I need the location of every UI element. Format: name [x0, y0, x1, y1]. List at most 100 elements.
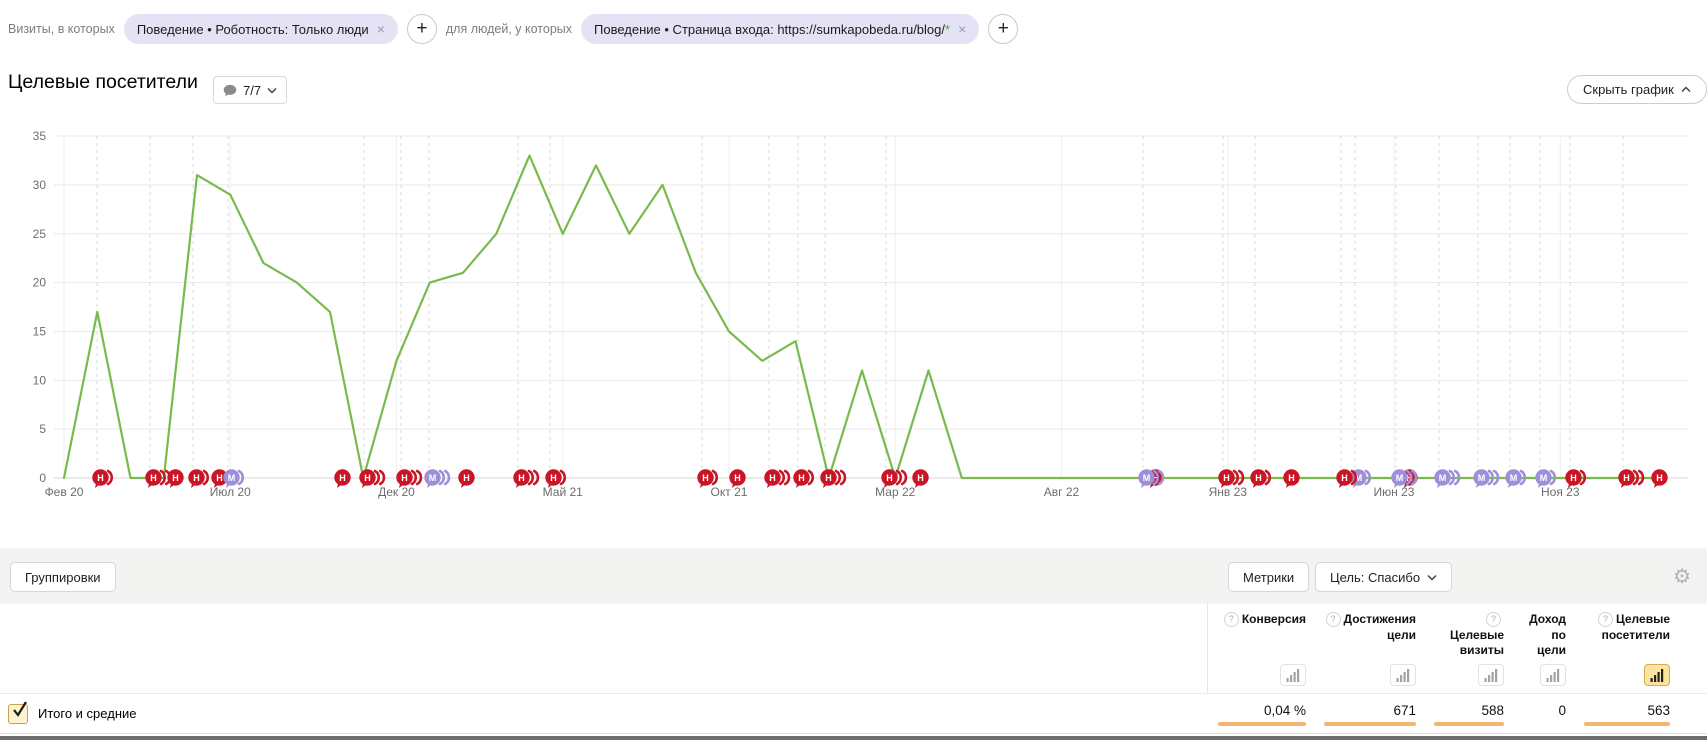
hide-chart-label: Скрыть график: [1583, 82, 1674, 97]
comment-marker-red-icon[interactable]: Н: [912, 469, 929, 488]
settings-gear-icon[interactable]: ⚙: [1673, 566, 1691, 588]
hide-chart-button[interactable]: Скрыть график: [1567, 75, 1707, 104]
comment-marker-letter: М: [429, 473, 437, 483]
total-value-goal-visits: 588: [1434, 700, 1504, 726]
metric-header-goal-visitors[interactable]: ? Целевые посетители: [1584, 612, 1670, 659]
metric-chart-toggle-goal-reaches[interactable]: [1390, 664, 1416, 686]
comment-marker-red-icon[interactable]: Н: [167, 469, 184, 488]
bar-chart-icon: [1546, 669, 1560, 682]
goal-select-label: Цель: Спасибо: [1330, 569, 1421, 585]
comment-marker-letter: Н: [216, 473, 223, 483]
total-value-text: 563: [1647, 703, 1670, 718]
metrics-label: Метрики: [1243, 569, 1295, 585]
comment-marker-red-icon[interactable]: Н: [1651, 469, 1668, 488]
comment-marker-red-icon[interactable]: Н: [211, 469, 228, 488]
comment-marker-letter: М: [1439, 473, 1447, 483]
metrics-button[interactable]: Метрики: [1228, 562, 1310, 592]
metric-header-goal-revenue[interactable]: Доход по цели: [1522, 612, 1566, 659]
goal-select[interactable]: Цель: Спасибо: [1315, 562, 1453, 592]
comment-marker-red-icon[interactable]: Н: [545, 469, 566, 488]
target-visitors-chart[interactable]: 0 5 10 15 20 25 30 35 Фев 20 Июл 20 Дек 20 Май 21 Ок…: [0, 112, 1707, 512]
help-icon[interactable]: ?: [1325, 612, 1341, 627]
comment-marker-red-icon[interactable]: Н: [1250, 469, 1271, 488]
help-icon[interactable]: ?: [1486, 612, 1501, 627]
metric-header-conversion[interactable]: ? Конверсия: [1218, 612, 1306, 659]
metric-header-goal-visits[interactable]: ?Целевые визиты: [1434, 612, 1504, 659]
comment-marker-purple-icon[interactable]: М: [1434, 469, 1461, 488]
comment-marker-purple-icon[interactable]: М: [1535, 469, 1556, 488]
comment-marker-red-icon[interactable]: Н: [92, 469, 113, 488]
comment-marker-purple-icon[interactable]: М: [1505, 469, 1526, 488]
comment-marker-red-icon[interactable]: Н: [764, 469, 791, 488]
help-icon[interactable]: ?: [1597, 612, 1613, 627]
x-axis-tick-label: Ноя 23: [1541, 485, 1580, 499]
comment-marker-red-icon[interactable]: Н: [1283, 469, 1300, 488]
comment-marker-letter: М: [1355, 473, 1363, 483]
total-value-text: 0: [1558, 703, 1566, 718]
comment-marker-purple-icon[interactable]: М: [1138, 469, 1165, 488]
groupings-label: Группировки: [25, 569, 101, 585]
comment-marker-letter: Н: [825, 473, 832, 483]
comment-marker-letter: М: [1396, 473, 1404, 483]
chevron-down-icon: [1427, 574, 1437, 581]
comments-dropdown-button[interactable]: 7/7: [213, 76, 288, 104]
visits-condition-label: Визиты, в которых: [8, 22, 115, 36]
comment-marker-red-icon[interactable]: Н: [396, 469, 423, 488]
comment-marker-red-icon[interactable]: Н: [1618, 469, 1645, 488]
metric-chart-toggle-cell: [1434, 664, 1504, 686]
comment-marker-red-icon[interactable]: Н: [513, 469, 540, 488]
x-axis-tick-label: Янв 23: [1209, 485, 1248, 499]
comment-marker-purple-icon[interactable]: М: [223, 469, 244, 488]
help-icon[interactable]: ?: [1223, 612, 1239, 627]
comment-marker-red-icon[interactable]: Н: [729, 469, 746, 488]
total-value-underline: [1522, 722, 1566, 726]
comment-marker-purple-icon[interactable]: М: [1473, 469, 1500, 488]
comment-marker-purple-icon[interactable]: М: [424, 469, 451, 488]
comment-marker-letter: Н: [1223, 473, 1230, 483]
comment-marker-letter: Н: [364, 473, 371, 483]
metric-header-goal-reaches[interactable]: ? Достижения цели: [1324, 612, 1416, 659]
comment-marker-red-icon[interactable]: Н: [1336, 469, 1357, 488]
metric-header-label: Целевые визиты: [1449, 627, 1504, 658]
add-people-filter-button[interactable]: +: [988, 14, 1019, 44]
y-axis-tick-label: 35: [33, 129, 47, 143]
comment-marker-red-icon[interactable]: Н: [697, 469, 718, 488]
comment-marker-red-icon[interactable]: Н: [1565, 469, 1586, 488]
line-chart-svg[interactable]: 0 5 10 15 20 25 30 35 Фев 20 Июл 20 Дек 20 Май 21 Ок…: [0, 112, 1707, 512]
x-axis-tick-label: Фев 20: [45, 485, 84, 499]
metric-chart-toggle-goal-visits[interactable]: [1478, 664, 1504, 686]
remove-filter-icon[interactable]: ×: [376, 21, 385, 37]
comment-marker-red-icon[interactable]: Н: [188, 469, 209, 488]
metric-chart-toggle-goal-revenue[interactable]: [1540, 664, 1566, 686]
bottom-edge-divider: [0, 736, 1707, 740]
comment-marker-letter: Н: [734, 473, 741, 483]
filter-chip-robotness[interactable]: Поведение • Роботность: Только люди ×: [123, 14, 398, 44]
comment-marker-red-icon[interactable]: Н: [334, 469, 351, 488]
comment-marker-red-icon[interactable]: Н: [1218, 469, 1245, 488]
groupings-button[interactable]: Группировки: [10, 562, 116, 592]
segment-filter-bar: Визиты, в которых Поведение • Роботность…: [8, 13, 1019, 45]
total-value-conversion: 0,04 %: [1218, 700, 1306, 726]
x-axis-tick-label: Мар 22: [875, 485, 915, 499]
metric-chart-toggle-conversion[interactable]: [1280, 664, 1306, 686]
totals-toggle[interactable]: Итого и средние: [8, 694, 136, 733]
metrics-header-row: ? Конверсия? Достижения цели ?Целевые визит…: [1218, 612, 1670, 659]
metric-chart-toggle-cell: [1522, 664, 1566, 686]
comment-bubble-icon: [223, 84, 237, 96]
totals-values-row: 0,04 % 671 588 0 563: [1218, 700, 1670, 726]
comment-marker-red-icon[interactable]: Н: [793, 469, 814, 488]
remove-filter-icon[interactable]: ×: [958, 21, 967, 37]
comment-marker-red-icon[interactable]: Н: [458, 469, 475, 488]
metric-chart-toggle-goal-visitors-selected[interactable]: [1644, 664, 1670, 686]
comment-marker-purple-icon[interactable]: М: [1391, 469, 1418, 488]
comment-marker-letter: Н: [518, 473, 525, 483]
comment-marker-red-icon[interactable]: Н: [881, 469, 908, 488]
y-axis-tick-label: 15: [33, 324, 47, 338]
totals-checkbox[interactable]: [8, 700, 28, 724]
comment-marker-red-icon[interactable]: Н: [145, 469, 172, 488]
comment-marker-letter: Н: [339, 473, 346, 483]
add-visit-filter-button[interactable]: +: [406, 14, 437, 44]
filter-chip-entry-page[interactable]: Поведение • Страница входа: https://sumk…: [581, 14, 980, 44]
comment-marker-red-icon[interactable]: Н: [820, 469, 847, 488]
comment-marker-red-icon[interactable]: Н: [359, 469, 386, 488]
